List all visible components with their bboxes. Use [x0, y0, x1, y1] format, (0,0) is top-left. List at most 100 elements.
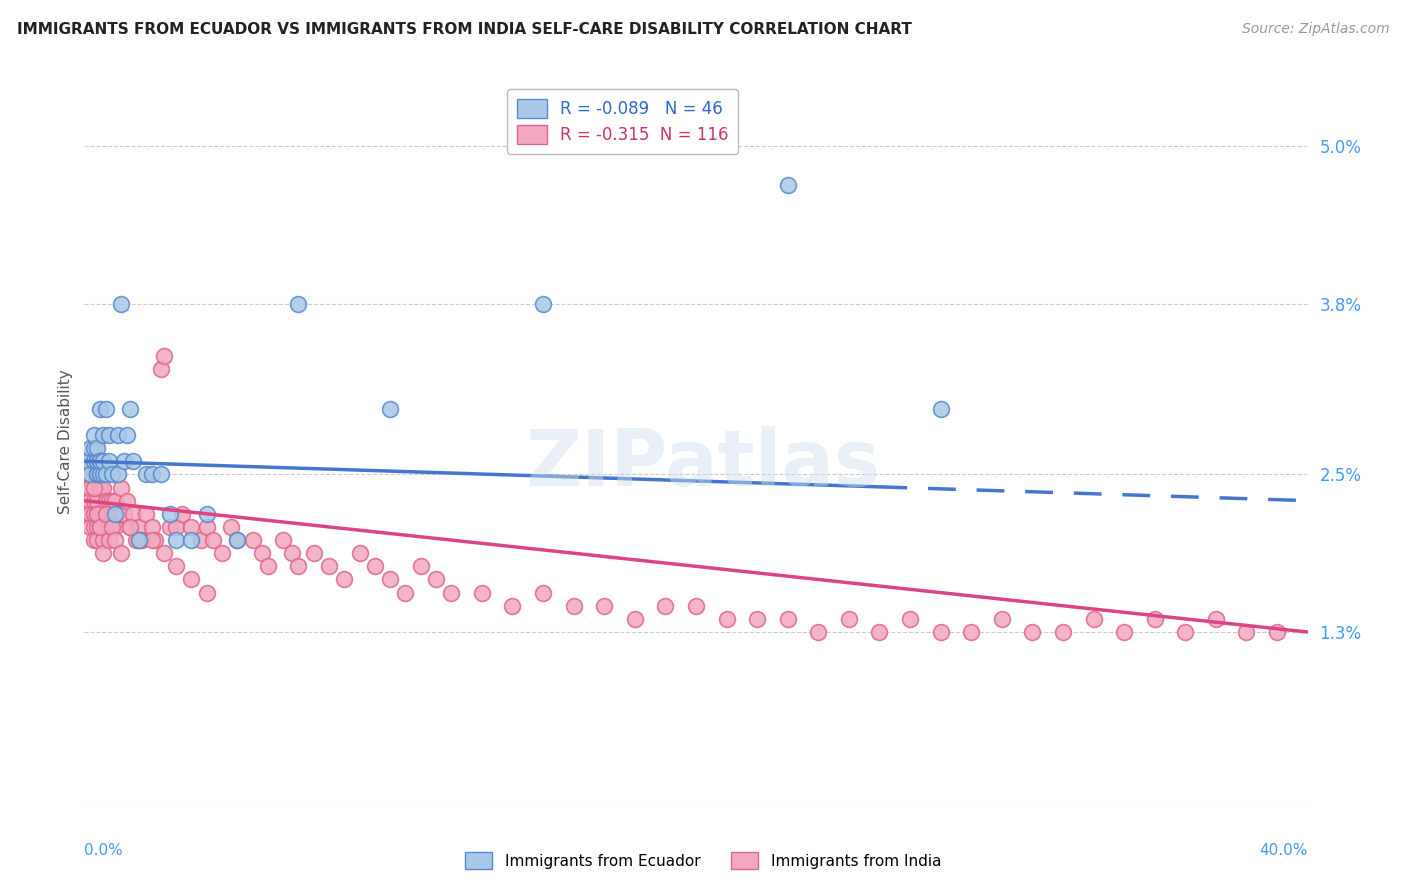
Point: [685, 599, 707, 613]
Point: [91, 454, 114, 468]
Point: [135, 507, 157, 521]
Point: [128, 533, 150, 547]
Point: [94, 493, 117, 508]
Point: [960, 625, 983, 640]
Point: [97, 533, 120, 547]
Point: [89, 401, 111, 416]
Text: 0.0%: 0.0%: [84, 843, 124, 857]
Point: [1265, 625, 1288, 640]
Point: [112, 507, 135, 521]
Point: [86, 507, 108, 521]
Point: [91, 546, 114, 560]
Point: [991, 612, 1014, 626]
Point: [94, 467, 117, 482]
Point: [86, 454, 108, 468]
Point: [89, 520, 111, 534]
Point: [86, 467, 108, 482]
Point: [120, 520, 142, 534]
Text: ZIPatlas: ZIPatlas: [526, 425, 880, 502]
Point: [79, 454, 101, 468]
Point: [135, 467, 157, 482]
Point: [593, 599, 616, 613]
Point: [110, 296, 132, 310]
Point: [128, 520, 150, 534]
Point: [104, 493, 127, 508]
Point: [128, 533, 150, 547]
Text: IMMIGRANTS FROM ECUADOR VS IMMIGRANTS FROM INDIA SELF-CARE DISABILITY CORRELATIO: IMMIGRANTS FROM ECUADOR VS IMMIGRANTS FR…: [17, 22, 911, 37]
Point: [838, 612, 860, 626]
Point: [79, 467, 101, 482]
Point: [807, 625, 830, 640]
Point: [120, 401, 142, 416]
Point: [776, 612, 799, 626]
Point: [76, 507, 98, 521]
Y-axis label: Self-Care Disability: Self-Care Disability: [58, 369, 73, 514]
Text: 40.0%: 40.0%: [1260, 843, 1308, 857]
Point: [91, 533, 114, 547]
Point: [226, 533, 249, 547]
Point: [364, 559, 387, 574]
Point: [91, 428, 114, 442]
Point: [318, 559, 340, 574]
Point: [502, 599, 524, 613]
Point: [242, 533, 264, 547]
Point: [115, 428, 138, 442]
Point: [107, 507, 129, 521]
Point: [869, 625, 891, 640]
Point: [79, 493, 101, 508]
Point: [141, 467, 163, 482]
Point: [76, 454, 98, 468]
Point: [94, 507, 117, 521]
Point: [562, 599, 585, 613]
Point: [83, 533, 105, 547]
Point: [83, 454, 105, 468]
Point: [115, 493, 138, 508]
Point: [89, 520, 111, 534]
Point: [776, 178, 799, 193]
Point: [159, 520, 181, 534]
Point: [425, 573, 447, 587]
Point: [141, 520, 163, 534]
Point: [1143, 612, 1166, 626]
Point: [89, 507, 111, 521]
Point: [349, 546, 371, 560]
Point: [201, 533, 224, 547]
Point: [287, 296, 309, 310]
Point: [149, 467, 172, 482]
Point: [153, 349, 176, 363]
Point: [97, 428, 120, 442]
Text: Source: ZipAtlas.com: Source: ZipAtlas.com: [1241, 22, 1389, 37]
Point: [76, 467, 98, 482]
Point: [86, 493, 108, 508]
Point: [101, 520, 124, 534]
Point: [110, 546, 132, 560]
Point: [257, 559, 280, 574]
Point: [531, 585, 554, 599]
Point: [91, 481, 114, 495]
Point: [190, 533, 212, 547]
Point: [471, 585, 494, 599]
Point: [1021, 625, 1043, 640]
Point: [86, 520, 108, 534]
Point: [89, 454, 111, 468]
Point: [110, 507, 132, 521]
Point: [380, 401, 402, 416]
Point: [143, 533, 166, 547]
Point: [271, 533, 294, 547]
Point: [716, 612, 738, 626]
Legend: R = -0.089   N = 46, R = -0.315  N = 116: R = -0.089 N = 46, R = -0.315 N = 116: [506, 88, 738, 153]
Point: [79, 520, 101, 534]
Point: [89, 481, 111, 495]
Point: [83, 467, 105, 482]
Point: [747, 612, 769, 626]
Point: [380, 573, 402, 587]
Point: [172, 507, 194, 521]
Point: [89, 467, 111, 482]
Point: [624, 612, 647, 626]
Point: [86, 467, 108, 482]
Point: [76, 481, 98, 495]
Point: [104, 520, 127, 534]
Point: [101, 493, 124, 508]
Point: [125, 533, 148, 547]
Point: [929, 625, 952, 640]
